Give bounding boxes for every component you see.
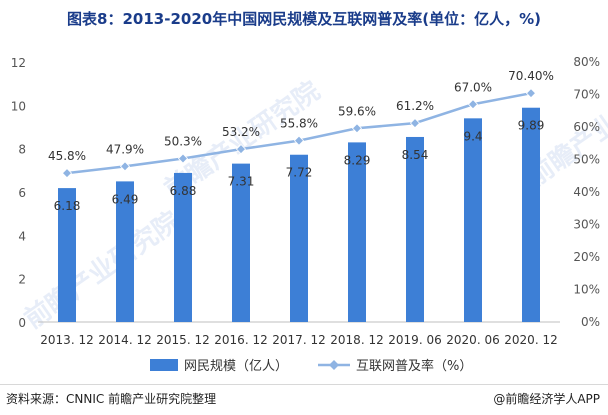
bar-data-label: 8.54 xyxy=(402,148,429,162)
bar-data-label: 7.72 xyxy=(286,166,313,180)
bar-data-label: 7.31 xyxy=(228,175,255,189)
y-left-tick-label: 0 xyxy=(18,316,26,330)
bar-data-label: 9.4 xyxy=(463,129,482,143)
bar xyxy=(522,107,540,322)
x-tick-label: 2014. 12 xyxy=(98,333,151,347)
combo-chart: 0 2 4 6 8 10 12 0% 10% 20% 30% 40% 50% 60% 70% 80% 6.18 6… xyxy=(11,55,600,374)
bar xyxy=(464,118,482,322)
x-tick-label: 2016. 12 xyxy=(214,333,267,347)
bar-data-label: 6.49 xyxy=(112,192,139,206)
y-left-tick-label: 8 xyxy=(18,143,26,157)
y-right-tick-label: 30% xyxy=(573,218,600,232)
line-point xyxy=(351,123,363,134)
line-point xyxy=(61,168,73,179)
line-data-label: 70.40% xyxy=(508,69,554,83)
x-tick-label: 2020. 06 xyxy=(446,333,499,347)
y-right-tick-label: 60% xyxy=(573,120,600,134)
y-right-tick-label: 70% xyxy=(573,88,600,102)
credit-note: @前瞻经济学人APP xyxy=(493,392,600,406)
y-left-tick-label: 10 xyxy=(11,99,26,113)
bar-data-label: 8.29 xyxy=(344,153,371,167)
legend-bar-label: 网民规模（亿人） xyxy=(184,359,288,374)
line-data-label: 61.2% xyxy=(396,99,434,113)
bar xyxy=(174,172,192,322)
bar xyxy=(290,154,308,322)
line-point xyxy=(409,118,421,129)
line-data-label: 55.8% xyxy=(280,117,318,131)
bar-data-label: 9.89 xyxy=(518,119,545,133)
line-point xyxy=(235,144,247,155)
x-tick-label: 2019. 06 xyxy=(388,333,441,347)
y-left-tick-label: 2 xyxy=(18,273,26,287)
footer-divider xyxy=(0,384,608,385)
line-point xyxy=(293,135,305,146)
x-tick-label: 2017. 12 xyxy=(272,333,325,347)
legend-bar-swatch xyxy=(150,359,178,371)
bar-data-label: 6.88 xyxy=(170,184,197,198)
y-right-tick-label: 40% xyxy=(573,185,600,199)
line-point xyxy=(177,153,189,164)
bar xyxy=(348,142,366,322)
x-tick-label: 2018. 12 xyxy=(330,333,383,347)
chart-title: 图表8：2013-2020年中国网民规模及互联网普及率(单位：亿人，%) xyxy=(67,10,541,28)
line-point xyxy=(467,99,479,110)
line-point xyxy=(525,88,537,99)
line-data-label: 59.6% xyxy=(338,104,376,118)
y-right-tick-label: 0% xyxy=(581,315,600,329)
line-data-label: 47.9% xyxy=(106,142,144,156)
y-left-tick-label: 12 xyxy=(11,56,26,70)
y-right-tick-label: 10% xyxy=(573,283,600,297)
bar xyxy=(116,181,134,322)
legend-line-marker xyxy=(329,360,339,370)
y-left-tick-label: 4 xyxy=(18,229,26,243)
bar xyxy=(58,188,76,322)
bar xyxy=(232,163,250,322)
line-data-label: 50.3% xyxy=(164,135,202,149)
bar-data-label: 6.18 xyxy=(54,199,81,213)
source-note: 资料来源：CNNIC 前瞻产业研究院整理 xyxy=(6,392,217,406)
line-data-label: 53.2% xyxy=(222,125,260,139)
bar xyxy=(406,136,424,322)
line-data-label: 45.8% xyxy=(48,149,86,163)
y-right-tick-label: 50% xyxy=(573,153,600,167)
line-point xyxy=(119,161,131,172)
y-left-tick-label: 6 xyxy=(18,186,26,200)
x-tick-label: 2015. 12 xyxy=(156,333,209,347)
x-tick-label: 2020. 12 xyxy=(504,333,557,347)
x-tick-label: 2013. 12 xyxy=(40,333,93,347)
y-right-tick-label: 20% xyxy=(573,250,600,264)
line-data-label: 67.0% xyxy=(454,80,492,94)
legend-line-label: 互联网普及率（%） xyxy=(356,358,472,374)
y-right-tick-label: 80% xyxy=(573,55,600,69)
